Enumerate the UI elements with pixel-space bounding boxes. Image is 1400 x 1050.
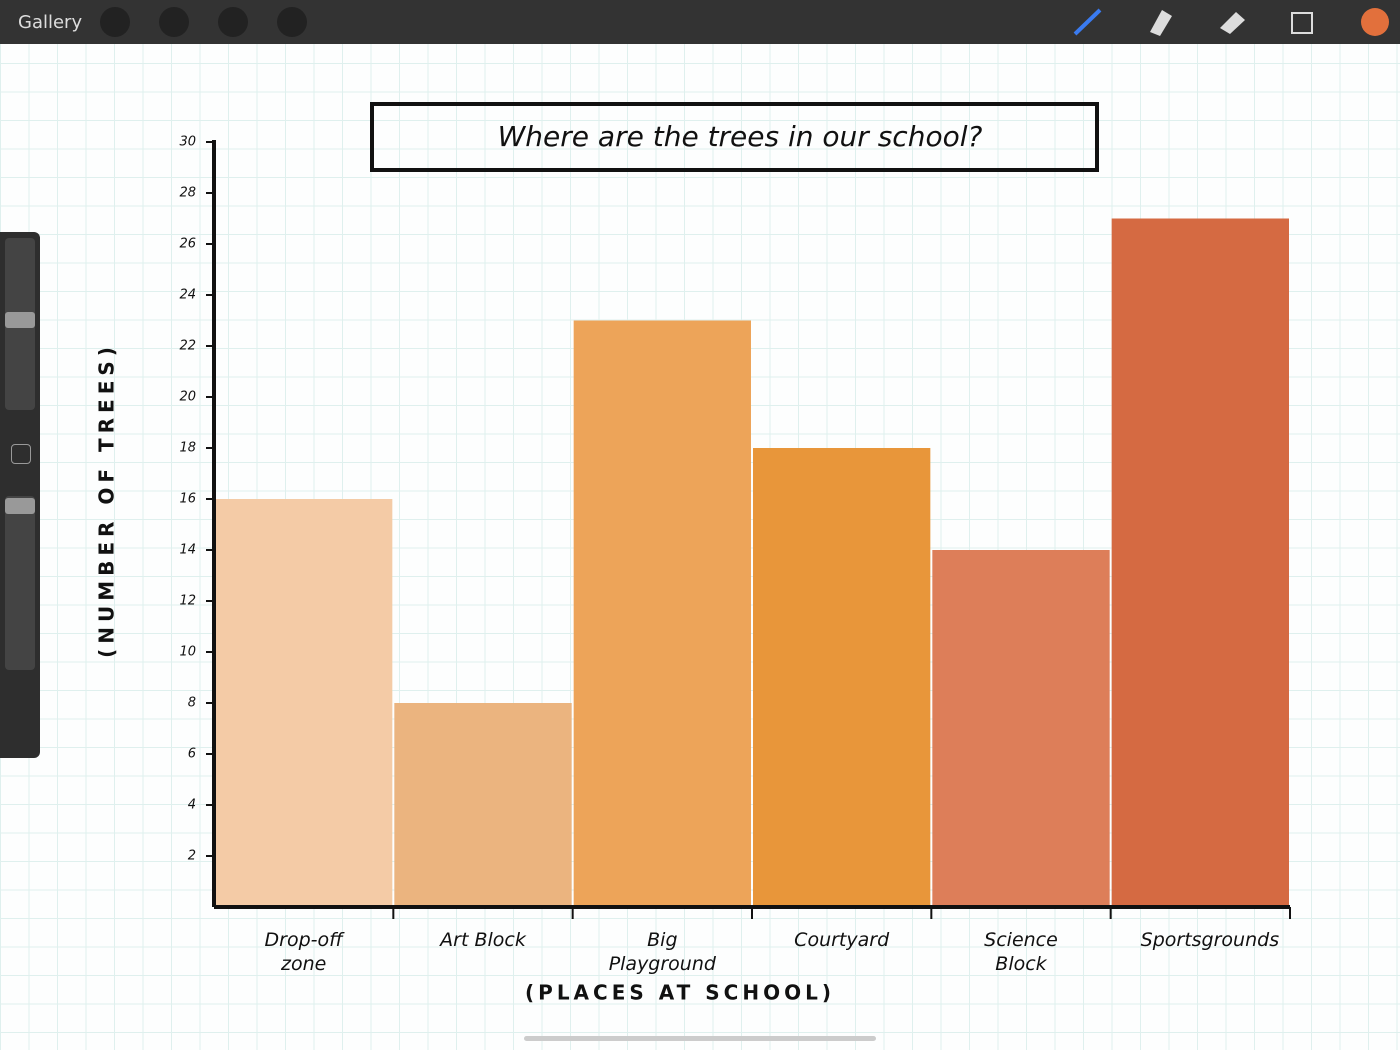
eraser-tool[interactable] [1220,12,1245,34]
bar [215,499,393,907]
opacity-knob[interactable] [5,498,35,514]
toolbar: Gallery [0,0,1400,44]
gallery-button[interactable]: Gallery [18,12,83,33]
y-tick-label: 10 [179,645,196,660]
y-tick-label: 26 [179,237,196,252]
adjustments-tool[interactable] [159,7,189,37]
title-box [370,102,1099,172]
selection-tool[interactable] [218,7,248,37]
x-tick-label: Drop-off zone [264,929,343,975]
y-axis-label: (NUMBER OF TREES) [95,342,119,658]
x-tick-label: Courtyard [794,929,890,951]
layers-tool[interactable] [1291,12,1313,34]
bar [573,320,751,907]
x-axis-label: (PLACES AT SCHOOL) [525,981,835,1005]
y-tick-label: 2 [188,849,196,864]
bar [1111,218,1289,907]
x-tick-label: Science Block [984,929,1058,975]
smudge-tool[interactable] [1150,10,1172,36]
x-tick-label: Sportsgrounds [1140,929,1280,951]
bar [753,448,931,907]
y-tick-label: 4 [188,798,196,813]
actions-tool[interactable] [100,7,130,37]
y-tick-label: 14 [179,543,196,558]
bar [394,703,572,907]
brush-tool[interactable] [1073,8,1102,36]
opacity-slider[interactable] [5,496,35,670]
y-tick-label: 20 [179,390,196,405]
y-tick-label: 24 [179,288,196,303]
y-tick-label: 12 [179,594,196,609]
y-tick-label: 28 [179,186,196,201]
chart-title: Where are the trees in our school? [498,120,983,153]
color-picker[interactable] [1361,8,1389,36]
bar [932,550,1110,907]
x-tick-label: Big Playground [608,929,716,975]
x-tick-label: Art Block [440,929,526,951]
y-tick-label: 16 [179,492,196,507]
y-tick-label: 18 [179,441,196,456]
toolbar-icons [1073,8,1389,36]
home-indicator [524,1036,876,1041]
y-tick-label: 8 [188,696,196,711]
y-tick-label: 30 [179,135,196,150]
sidebar [0,232,40,758]
modify-button[interactable] [11,444,31,464]
size-knob[interactable] [5,312,35,328]
transform-tool[interactable] [277,7,307,37]
y-tick-label: 6 [188,747,196,762]
y-tick-label: 22 [179,339,196,354]
